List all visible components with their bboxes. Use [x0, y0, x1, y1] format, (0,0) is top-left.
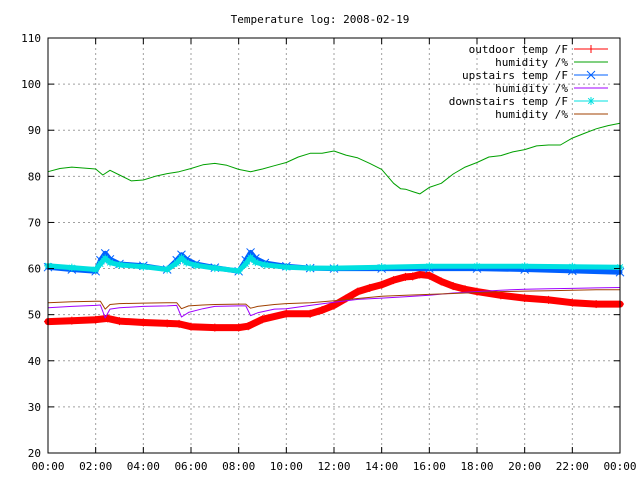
data-point — [140, 263, 147, 270]
legend-item: humidity /% — [495, 56, 608, 69]
data-point — [116, 261, 123, 269]
chart-title: Temperature log: 2008-02-19 — [231, 13, 410, 26]
series-3 — [47, 287, 621, 319]
legend-marker — [587, 97, 595, 105]
grid — [48, 38, 620, 453]
series-5 — [47, 289, 621, 310]
legend-item: upstairs temp /F — [462, 69, 608, 82]
legend-label: downstairs temp /F — [449, 95, 568, 108]
data-point — [68, 264, 75, 271]
x-tick-label: 14:00 — [365, 460, 398, 473]
y-tick-label: 70 — [28, 216, 41, 229]
data-point — [242, 260, 249, 268]
y-tick-label: 20 — [28, 447, 41, 460]
data-point — [252, 258, 259, 266]
series-line — [47, 289, 621, 310]
legend-label: humidity /% — [495, 82, 568, 95]
series-1 — [47, 122, 621, 195]
series-line — [47, 122, 621, 195]
legend-item: humidity /% — [495, 108, 608, 121]
y-tick-label: 50 — [28, 309, 41, 322]
data-point — [211, 264, 218, 272]
data-point — [521, 263, 528, 270]
x-tick-label: 12:00 — [317, 460, 350, 473]
x-tick-label: 04:00 — [127, 460, 160, 473]
legend-marker — [586, 70, 596, 80]
data-point — [192, 262, 199, 269]
data-point — [330, 264, 338, 272]
data-point — [102, 255, 109, 262]
data-point — [97, 260, 104, 268]
data-point — [378, 264, 385, 271]
legend-item: outdoor temp /F — [469, 43, 608, 56]
x-tick-label: 18:00 — [460, 460, 493, 473]
data-point — [569, 263, 576, 270]
series-line — [47, 287, 621, 319]
data-point — [247, 254, 254, 261]
data-point — [235, 267, 242, 275]
y-tick-label: 110 — [21, 32, 41, 45]
data-point — [178, 254, 185, 262]
y-tick-label: 90 — [28, 124, 41, 137]
data-point — [426, 263, 433, 270]
legend-label: humidity /% — [495, 108, 568, 121]
x-tick-label: 22:00 — [556, 460, 589, 473]
legend-label: upstairs temp /F — [462, 69, 568, 82]
data-point — [473, 263, 481, 270]
x-tick-label: 00:00 — [603, 460, 636, 473]
data-point — [173, 259, 180, 267]
y-tick-label: 60 — [28, 263, 41, 276]
data-point — [283, 264, 290, 271]
legend-label: humidity /% — [495, 56, 568, 69]
x-tick-label: 08:00 — [222, 460, 255, 473]
legend-item: humidity /% — [495, 82, 608, 95]
axes: 20 30 40 50 60 70 80 90 100 110 00:00 02:00 04:00 06:… — [21, 32, 636, 473]
data-point — [164, 266, 171, 273]
legend-label: outdoor temp /F — [469, 43, 568, 56]
legend-item: downstairs temp /F — [449, 95, 608, 108]
x-tick-label: 06:00 — [174, 460, 207, 473]
y-tick-label: 80 — [28, 170, 41, 183]
x-tick-label: 16:00 — [413, 460, 446, 473]
x-tick-label: 02:00 — [79, 460, 112, 473]
data-point — [261, 261, 269, 269]
data-point — [183, 259, 190, 266]
data-point — [307, 264, 314, 272]
x-tick-label: 10:00 — [270, 460, 303, 473]
x-tick-label: 00:00 — [31, 460, 64, 473]
data-point — [106, 259, 114, 266]
x-tick-label: 20:00 — [508, 460, 541, 473]
y-tick-label: 40 — [28, 355, 41, 368]
y-tick-label: 30 — [28, 401, 41, 414]
plot-frame — [47, 37, 621, 454]
data-point — [92, 266, 99, 273]
y-tick-label: 100 — [21, 78, 41, 91]
